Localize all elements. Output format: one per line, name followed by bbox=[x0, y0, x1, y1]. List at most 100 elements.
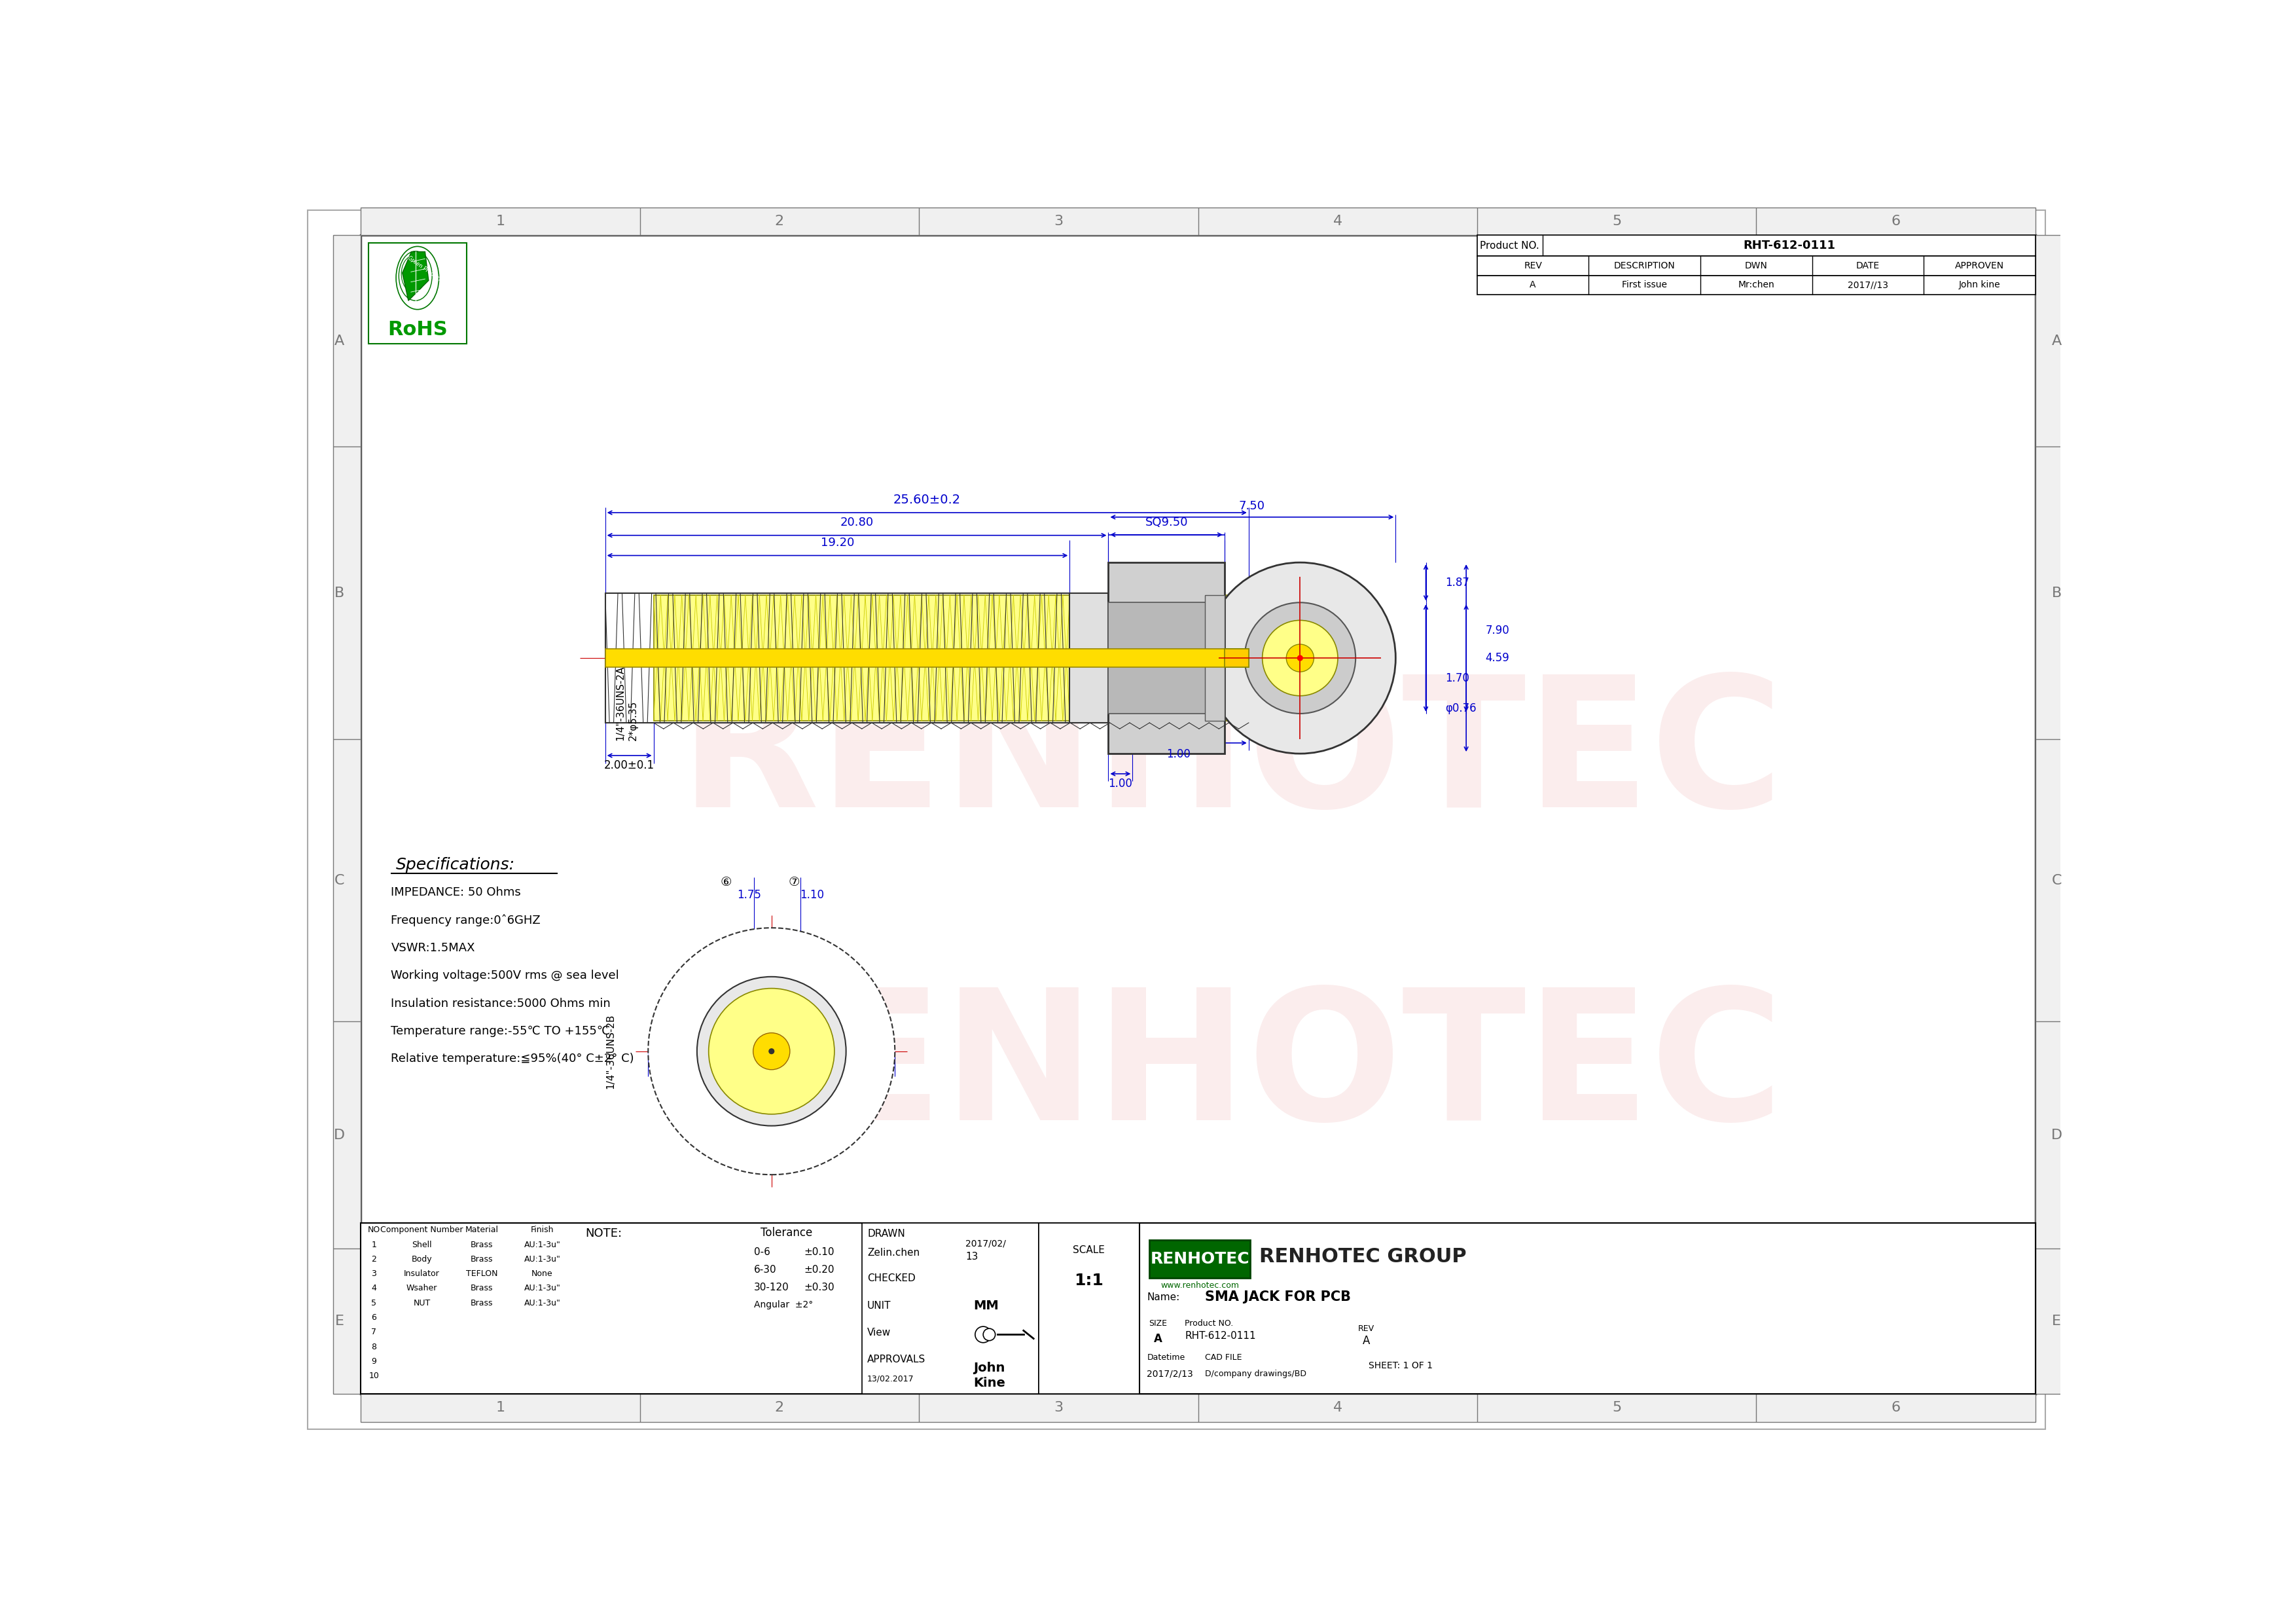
Text: UNIT: UNIT bbox=[868, 1302, 891, 1311]
Text: REV: REV bbox=[1357, 1324, 1375, 1332]
Text: SCALE: SCALE bbox=[1072, 1245, 1104, 1255]
Text: John: John bbox=[974, 1362, 1006, 1375]
Text: 0-6: 0-6 bbox=[753, 1246, 769, 1256]
Text: Product NO.: Product NO. bbox=[1481, 240, 1541, 250]
Text: REV: REV bbox=[1525, 261, 1543, 271]
Text: 2*φ5.35: 2*φ5.35 bbox=[629, 700, 638, 740]
Bar bbox=[1109, 602, 1224, 714]
Text: 1.00: 1.00 bbox=[1109, 777, 1132, 790]
Bar bbox=[360, 1222, 2037, 1394]
Text: B: B bbox=[2053, 586, 2062, 599]
Circle shape bbox=[769, 1048, 774, 1053]
Text: 5: 5 bbox=[1612, 214, 1621, 227]
Text: Body: Body bbox=[411, 1255, 432, 1263]
Text: 3: 3 bbox=[372, 1269, 377, 1277]
Bar bbox=[606, 649, 1249, 667]
Text: 30-120: 30-120 bbox=[753, 1282, 790, 1292]
Circle shape bbox=[983, 1329, 994, 1341]
Text: MM: MM bbox=[974, 1300, 999, 1311]
Text: 1.10: 1.10 bbox=[799, 889, 824, 901]
Text: Relative temperature:≦95%(40° C±2° C): Relative temperature:≦95%(40° C±2° C) bbox=[390, 1053, 634, 1065]
Text: 2017/2/13: 2017/2/13 bbox=[1148, 1370, 1194, 1378]
Text: Datetime: Datetime bbox=[1148, 1354, 1185, 1362]
Circle shape bbox=[1286, 644, 1313, 672]
Text: C: C bbox=[2053, 873, 2062, 886]
Text: ⑥: ⑥ bbox=[721, 876, 732, 889]
Text: Material: Material bbox=[466, 1225, 498, 1233]
Text: AU:1-3u": AU:1-3u" bbox=[523, 1284, 560, 1292]
Text: Specifications:: Specifications: bbox=[395, 857, 514, 873]
Text: None: None bbox=[533, 1269, 553, 1277]
Circle shape bbox=[1244, 602, 1355, 714]
Bar bbox=[1476, 256, 2037, 276]
Text: 6: 6 bbox=[372, 1313, 377, 1323]
Text: APPROVALS: APPROVALS bbox=[868, 1355, 925, 1365]
Text: DRAWN: DRAWN bbox=[868, 1229, 905, 1238]
Text: 1.87: 1.87 bbox=[1444, 576, 1469, 589]
Text: Insulation resistance:5000 Ohms min: Insulation resistance:5000 Ohms min bbox=[390, 998, 611, 1010]
Text: 25.60±0.2: 25.60±0.2 bbox=[893, 493, 960, 506]
Text: Shell: Shell bbox=[411, 1240, 432, 1248]
Text: 1/4"-36UNS-2B: 1/4"-36UNS-2B bbox=[606, 1014, 615, 1089]
Text: First issue: First issue bbox=[1621, 281, 1667, 289]
Text: E: E bbox=[335, 1315, 344, 1328]
Bar bbox=[1139, 1222, 2037, 1394]
Text: Kine: Kine bbox=[974, 1376, 1006, 1389]
Text: AU:1-3u": AU:1-3u" bbox=[523, 1298, 560, 1307]
Bar bbox=[1150, 1240, 1251, 1277]
Circle shape bbox=[1297, 656, 1302, 661]
Text: Angular  ±2°: Angular ±2° bbox=[753, 1300, 813, 1310]
Text: E: E bbox=[2053, 1315, 2062, 1328]
Bar bbox=[333, 235, 360, 1394]
Text: 7.50: 7.50 bbox=[1240, 500, 1265, 511]
Bar bbox=[1109, 563, 1224, 753]
Bar bbox=[606, 594, 1070, 722]
Text: 5: 5 bbox=[1612, 1401, 1621, 1415]
Circle shape bbox=[698, 977, 845, 1126]
Bar bbox=[367, 243, 466, 344]
Text: 4: 4 bbox=[372, 1284, 377, 1292]
Text: DESCRIPTION: DESCRIPTION bbox=[1614, 261, 1676, 271]
Text: 1: 1 bbox=[496, 1401, 505, 1415]
Text: TEFLON: TEFLON bbox=[466, 1269, 498, 1277]
Text: A: A bbox=[1362, 1336, 1371, 1347]
Text: 1/4"-36UNS-2A: 1/4"-36UNS-2A bbox=[615, 665, 625, 740]
Bar bbox=[654, 596, 1249, 721]
Text: Wsaher: Wsaher bbox=[406, 1284, 436, 1292]
Text: A: A bbox=[335, 334, 344, 347]
Text: A: A bbox=[1155, 1332, 1162, 1344]
Circle shape bbox=[714, 993, 829, 1109]
Text: 4: 4 bbox=[1334, 1401, 1343, 1415]
Text: 8: 8 bbox=[372, 1342, 377, 1352]
Text: RENHOTEC: RENHOTEC bbox=[1150, 1251, 1249, 1268]
Text: RENHOTEC: RENHOTEC bbox=[680, 982, 1784, 1157]
Text: AU:1-3u": AU:1-3u" bbox=[523, 1255, 560, 1263]
Polygon shape bbox=[402, 252, 429, 300]
Text: 2017//13: 2017//13 bbox=[1848, 281, 1887, 289]
Text: IMPEDANCE: 50 Ohms: IMPEDANCE: 50 Ohms bbox=[390, 886, 521, 899]
Text: View: View bbox=[868, 1328, 891, 1337]
Text: 2: 2 bbox=[372, 1255, 377, 1263]
Bar bbox=[1476, 235, 2037, 256]
Bar bbox=[360, 208, 2037, 235]
Text: 13: 13 bbox=[967, 1251, 978, 1261]
Text: Brass: Brass bbox=[471, 1284, 494, 1292]
Bar bbox=[2037, 235, 2064, 1394]
Text: φ0.76: φ0.76 bbox=[1444, 703, 1476, 714]
Circle shape bbox=[753, 1032, 790, 1070]
Text: 1.70: 1.70 bbox=[1444, 672, 1469, 685]
Text: B: B bbox=[335, 586, 344, 599]
Bar bbox=[863, 1222, 1038, 1394]
Text: Brass: Brass bbox=[471, 1240, 494, 1248]
Text: 1: 1 bbox=[496, 214, 505, 227]
Bar bbox=[1476, 276, 2037, 295]
Text: VSWR:1.5MAX: VSWR:1.5MAX bbox=[390, 941, 475, 954]
Text: SIZE: SIZE bbox=[1148, 1319, 1166, 1328]
Text: NO: NO bbox=[367, 1225, 381, 1233]
Text: 20.80: 20.80 bbox=[840, 516, 872, 529]
Text: 7.90: 7.90 bbox=[1486, 625, 1508, 636]
Text: 4.59: 4.59 bbox=[1486, 652, 1508, 664]
Text: CAD FILE: CAD FILE bbox=[1205, 1354, 1242, 1362]
Text: 3: 3 bbox=[1054, 214, 1063, 227]
Text: A: A bbox=[2053, 334, 2062, 347]
